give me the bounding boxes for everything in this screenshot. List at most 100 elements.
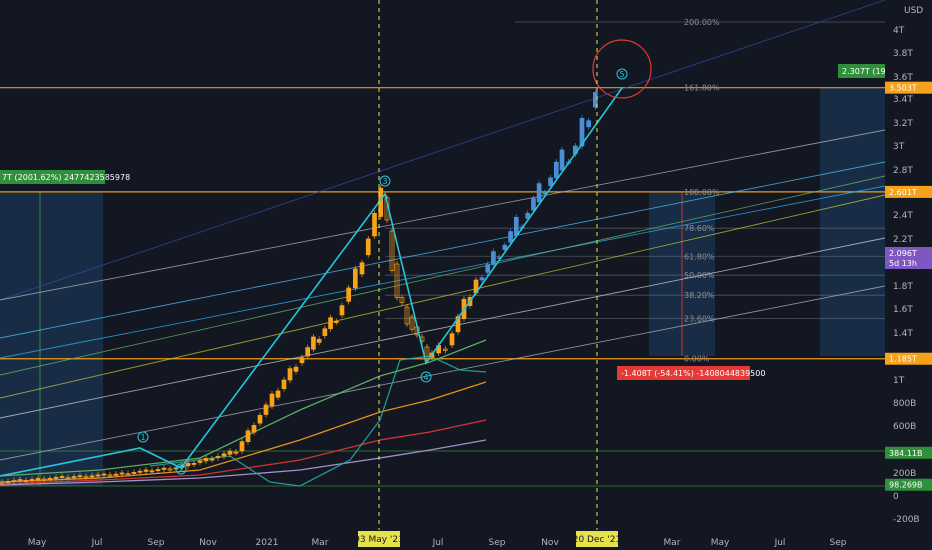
price-tick-label: 2.8T <box>893 166 913 176</box>
wave-label: 2 <box>178 465 183 474</box>
time-tick-label: May <box>711 538 730 548</box>
channel-line <box>0 129 886 301</box>
price-candle <box>251 425 257 433</box>
price-tick-label: -200B <box>893 515 920 525</box>
price-candle <box>399 297 405 303</box>
fib-level-label: 0.00% <box>684 355 710 364</box>
price-candle <box>548 177 553 187</box>
price-candle <box>227 450 233 455</box>
price-candle <box>553 161 559 179</box>
time-tick-label: Jul <box>432 538 444 548</box>
price-tick-label: 3.6T <box>893 73 913 83</box>
time-tick-label: Jul <box>91 538 103 548</box>
fib-level-label: 200.00% <box>684 18 720 27</box>
time-tick-label: 03 May '21 <box>354 535 404 545</box>
fib-level-label: 78.60% <box>684 224 715 233</box>
annotation-box-drawdown <box>617 366 750 380</box>
price-tick-label: 2.2T <box>893 235 913 245</box>
price-tick-label: 200B <box>893 469 916 479</box>
price-candle <box>322 328 328 336</box>
fib-level-label: 23.60% <box>684 315 715 324</box>
price-tick-label: 3.2T <box>893 119 913 129</box>
channel-line <box>0 175 886 376</box>
price-tick-label: 3T <box>893 142 905 152</box>
price-candle <box>167 468 173 471</box>
price-candle <box>333 321 339 323</box>
price-candle <box>525 212 531 219</box>
price-candle <box>23 480 29 482</box>
wave-marker-circle <box>379 175 391 187</box>
price-candle <box>95 474 101 477</box>
price-candle <box>479 277 485 281</box>
price-candle <box>257 415 263 424</box>
price-candle <box>275 390 281 398</box>
time-tick-label: 20 Dec '21 <box>573 535 622 545</box>
price-candle <box>113 473 119 476</box>
price-candle <box>203 458 209 462</box>
price-candle <box>5 481 11 484</box>
price-candle <box>359 262 365 275</box>
price-tag <box>885 446 932 459</box>
annotation-box-gain-right <box>838 64 885 78</box>
price-candle <box>311 336 316 350</box>
price-candle <box>215 456 221 458</box>
price-candle <box>239 441 245 452</box>
channel-line <box>0 161 886 339</box>
price-tick-label: 3.8T <box>893 49 913 59</box>
price-candle <box>442 348 448 351</box>
time-tick-label: Nov <box>541 538 559 548</box>
price-candle <box>389 230 395 271</box>
price-tag-label: 2.601T <box>889 188 917 197</box>
price-candle <box>191 462 197 465</box>
moving-average-line <box>149 355 487 487</box>
price-candle <box>365 238 371 256</box>
time-axis-panel <box>0 530 932 550</box>
price-candle <box>17 479 23 482</box>
price-candle <box>119 472 125 475</box>
price-tick-label: 0 <box>893 492 899 502</box>
price-candle <box>233 451 239 454</box>
wave-label: 1 <box>140 433 145 442</box>
annotation-text: -1.408T (-54.41%) -1408044839500 <box>621 369 765 378</box>
price-candle <box>449 333 455 346</box>
price-candle <box>531 198 536 211</box>
wave-label: 3 <box>382 177 387 186</box>
price-candle <box>409 316 415 330</box>
price-candle <box>455 316 461 333</box>
price-candle <box>293 366 299 372</box>
price-candle <box>101 473 107 476</box>
price-candle <box>508 231 513 243</box>
price-candle <box>394 263 400 298</box>
price-candle <box>83 475 89 478</box>
price-candle <box>35 478 41 480</box>
fib-level-label: 100.00% <box>684 188 720 197</box>
channel-line <box>0 185 886 359</box>
price-candle <box>65 476 71 479</box>
price-candle <box>197 460 203 463</box>
price-candle <box>137 470 143 473</box>
price-candle <box>269 393 275 407</box>
time-tick-label: Sep <box>830 538 847 548</box>
price-candle <box>107 474 113 477</box>
price-candle <box>485 264 491 273</box>
price-candle <box>131 472 137 474</box>
price-candle <box>149 470 155 473</box>
price-candle <box>346 287 352 302</box>
price-tick-label: 800B <box>893 399 916 409</box>
price-candle <box>161 467 167 470</box>
price-tick-label: 1T <box>893 376 905 386</box>
price-candle <box>89 475 95 478</box>
price-candle <box>352 268 358 289</box>
price-candle <box>536 183 542 203</box>
price-candle <box>125 473 131 476</box>
price-candle <box>328 317 333 330</box>
price-tick-label: 3.4T <box>893 95 913 105</box>
price-tag <box>885 352 932 365</box>
target-highlight-circle <box>592 39 652 99</box>
time-tick-label: May <box>28 538 47 548</box>
date-marker-badge <box>576 531 618 547</box>
time-tick-label: Jul <box>774 538 786 548</box>
fib-level-label: 61.80% <box>684 252 715 261</box>
price-candle <box>316 339 322 343</box>
